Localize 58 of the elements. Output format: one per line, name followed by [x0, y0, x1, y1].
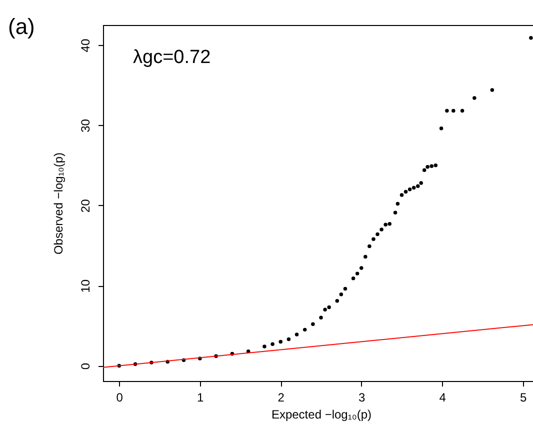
point	[376, 232, 380, 236]
point	[412, 186, 416, 190]
y-tick-label: 40	[78, 38, 92, 52]
y-tick-label: 10	[78, 279, 92, 293]
point	[416, 184, 420, 188]
point	[360, 266, 364, 270]
point	[286, 337, 291, 342]
point	[430, 164, 434, 168]
point	[368, 244, 372, 248]
point	[302, 328, 307, 332]
point	[246, 349, 250, 354]
x-tick-label: 2	[278, 390, 285, 404]
y-tick-label: 0	[78, 362, 92, 370]
point	[355, 272, 360, 276]
point	[311, 322, 315, 326]
point	[343, 286, 348, 291]
point	[335, 298, 340, 303]
point	[419, 181, 423, 185]
y-axis-title: Observed −log₁₀(p)	[52, 152, 66, 255]
point	[319, 316, 323, 320]
point	[262, 344, 266, 348]
point	[396, 202, 400, 206]
point	[393, 210, 398, 214]
point	[408, 188, 412, 192]
x-tick-label: 1	[197, 390, 204, 404]
x-tick-label: 3	[358, 390, 366, 404]
point	[422, 168, 426, 172]
point	[351, 276, 356, 280]
x-tick-label: 5	[520, 390, 528, 404]
x-axis-title: Expected −log₁₀(p)	[271, 408, 372, 422]
point	[404, 190, 408, 194]
point	[426, 165, 430, 169]
x-tick-label: 4	[439, 390, 446, 404]
y-tick-label: 30	[78, 118, 92, 132]
point	[388, 222, 392, 226]
chart-title: (a)	[8, 14, 35, 39]
y-tick-label: 20	[78, 198, 92, 213]
point	[270, 342, 274, 346]
point	[472, 96, 476, 100]
point	[339, 292, 344, 296]
point	[372, 237, 376, 241]
point	[452, 108, 456, 113]
point	[490, 88, 494, 92]
point	[364, 254, 368, 259]
point	[278, 340, 282, 344]
x-tick-label: 0	[116, 390, 124, 404]
point	[384, 222, 388, 227]
point	[380, 228, 384, 232]
annotation: λgc=0.72	[133, 47, 211, 68]
point	[439, 126, 444, 130]
point	[460, 108, 464, 113]
point	[529, 36, 533, 40]
point	[323, 308, 327, 312]
point	[434, 163, 438, 168]
point	[327, 305, 331, 310]
point	[445, 108, 449, 113]
point	[400, 193, 404, 197]
point	[294, 332, 299, 336]
